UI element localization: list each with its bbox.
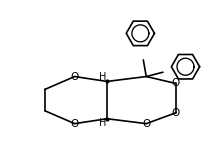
Text: O: O	[70, 119, 79, 129]
Text: O: O	[172, 108, 180, 118]
Text: H: H	[99, 118, 106, 128]
Text: H: H	[99, 72, 106, 82]
Text: O: O	[70, 72, 79, 81]
Text: O: O	[142, 119, 150, 129]
Text: O: O	[172, 78, 180, 88]
